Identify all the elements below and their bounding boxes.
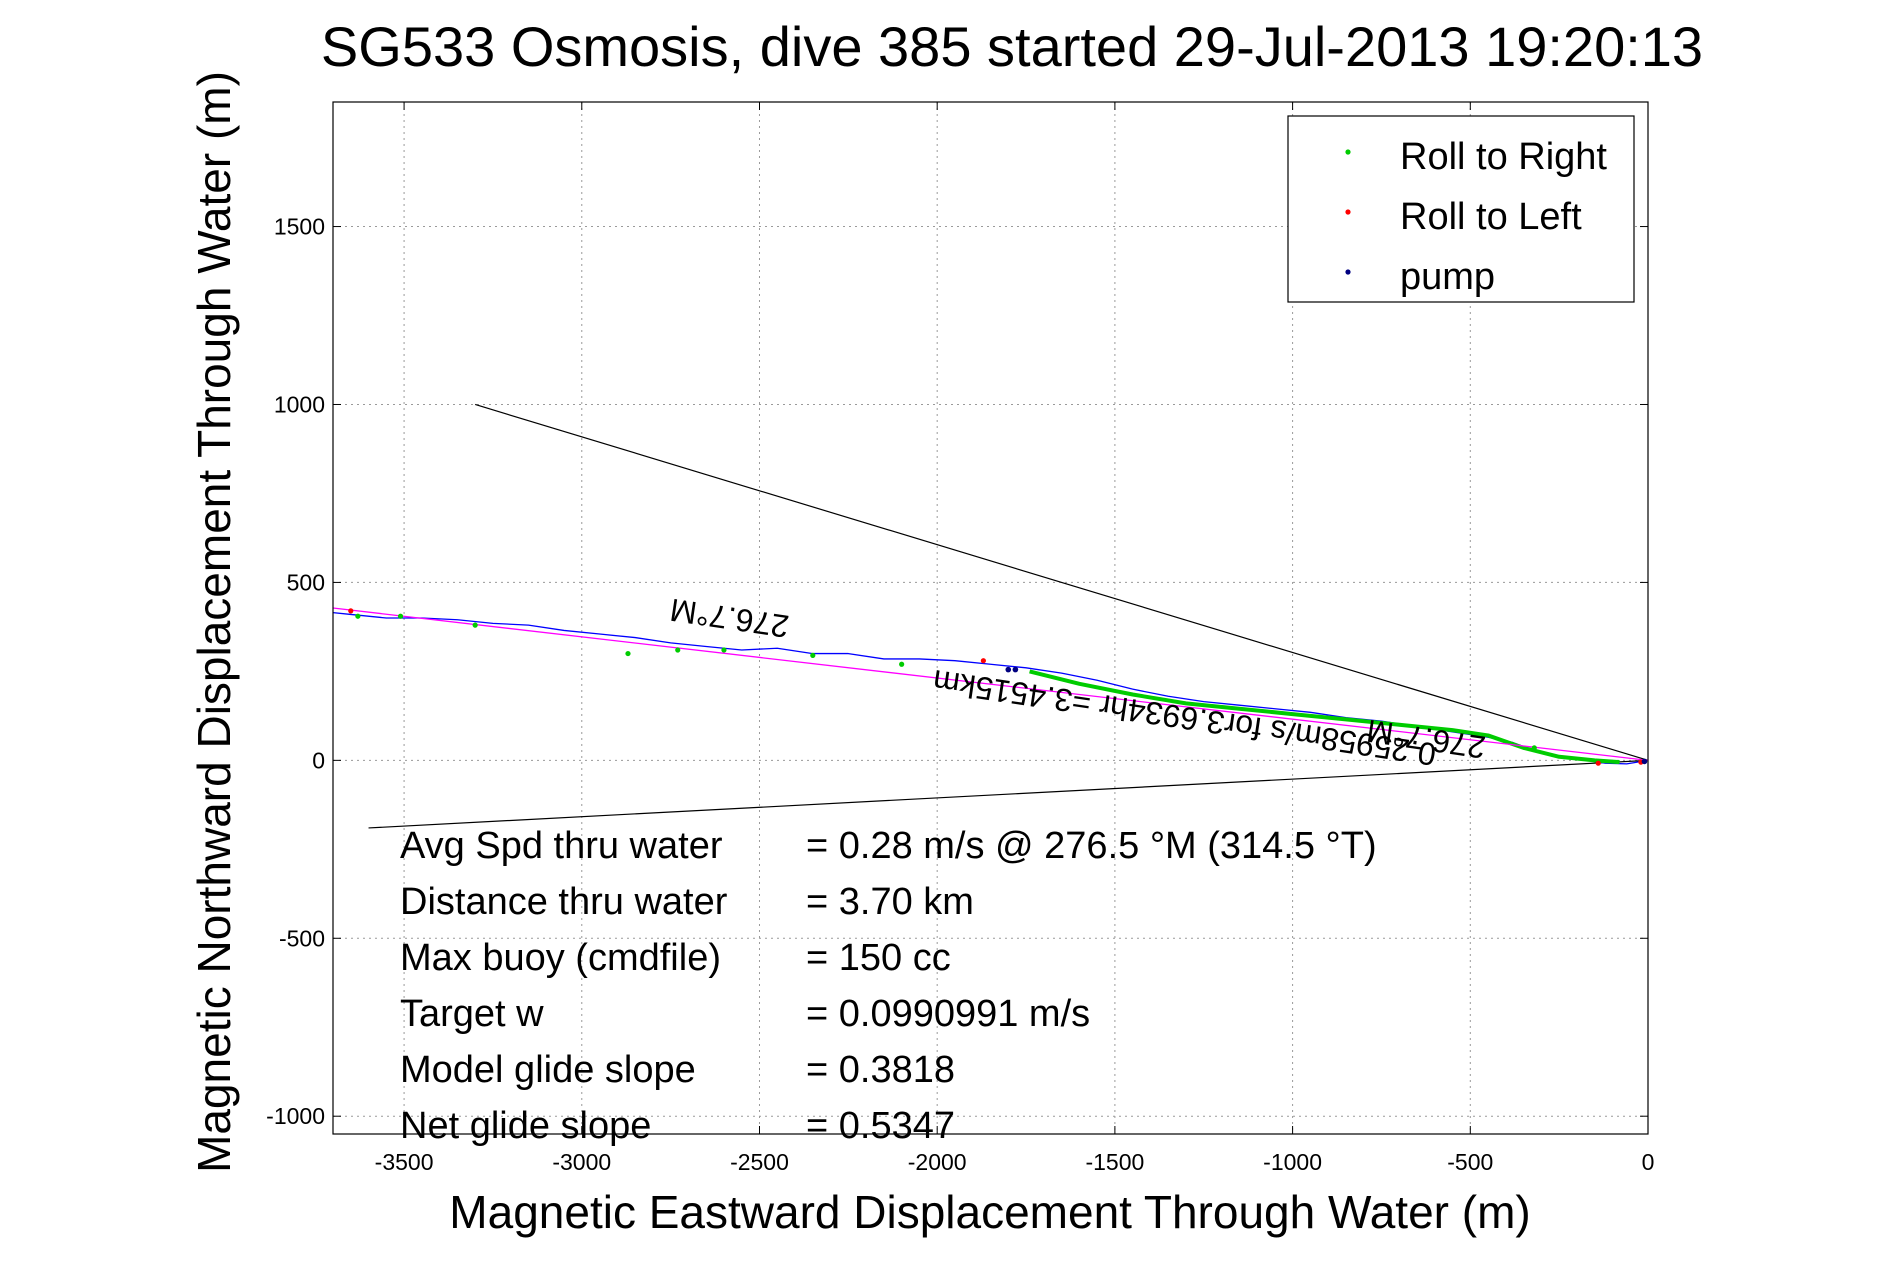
x-tick-label: -500: [1447, 1149, 1493, 1175]
data-layer: [332, 403, 1649, 829]
y-axis-label: Magnetic Northward Displacement Through …: [188, 71, 240, 1173]
stats-block: Avg Spd thru water = 0.28 m/s @ 276.5 °M …: [400, 825, 1377, 1147]
roll-right-point: [1531, 745, 1537, 751]
roll-right-point: [355, 613, 361, 619]
stat-label: Distance thru water: [400, 881, 728, 923]
x-tick-label: -3000: [552, 1149, 611, 1175]
plot-frame: [332, 101, 1649, 1135]
y-tick-label: 1500: [274, 214, 325, 240]
roll-left-point: [980, 658, 986, 664]
x-tick-label: -1000: [1263, 1149, 1322, 1175]
x-tick-label: -2000: [908, 1149, 967, 1175]
pump-point: [1641, 758, 1648, 765]
x-axis-label: Magnetic Eastward Displacement Through W…: [449, 1186, 1530, 1238]
roll-right-point: [675, 647, 681, 653]
roll-right-point: [721, 647, 727, 653]
stat-label: Net glide slope: [400, 1105, 651, 1147]
heading-line: [368, 759, 1649, 829]
legend-marker: [1345, 149, 1351, 155]
y-tick-label: 1000: [274, 391, 325, 417]
stat-value: = 150 cc: [806, 937, 951, 979]
legend-label: Roll to Left: [1400, 196, 1582, 238]
roll-left-point: [1595, 760, 1601, 766]
roll-right-track: [1029, 669, 1620, 765]
stat-value: = 3.70 km: [806, 881, 974, 923]
net-heading-line: [332, 607, 1649, 761]
legend-marker: [1345, 209, 1351, 215]
roll-right-point: [899, 661, 905, 667]
stat-value: = 0.3818: [806, 1049, 955, 1091]
stat-label: Model glide slope: [400, 1049, 696, 1091]
stat-label: Target w: [400, 993, 544, 1035]
x-tick-label: -3500: [375, 1149, 434, 1175]
roll-left-point: [348, 608, 354, 614]
y-tick-label: -1000: [266, 1103, 325, 1129]
stat-label: Max buoy (cmdfile): [400, 937, 721, 979]
stat-value: = 0.5347: [806, 1105, 955, 1147]
x-tick-label: -2500: [730, 1149, 789, 1175]
stat-value: = 0.28 m/s @ 276.5 °M (314.5 °T): [806, 825, 1377, 867]
legend-marker: [1345, 269, 1351, 275]
x-tick-label: 0: [1642, 1149, 1655, 1175]
roll-right-point: [625, 650, 631, 657]
roll-right-point: [472, 622, 478, 628]
heading-line: [474, 403, 1649, 761]
y-tick-label: 500: [287, 569, 325, 595]
roll-right-point: [810, 652, 816, 658]
y-tick-label: -500: [279, 925, 325, 951]
pump-point: [1012, 666, 1019, 673]
legend: Roll to Right Roll to Left pump: [1287, 115, 1635, 303]
axis-ticks: -3500 -3000 -2500 -2000 -1500 -1000 -500 0 -1000…: [266, 102, 1654, 1175]
roll-right-point: [397, 613, 404, 619]
pump-point: [1005, 666, 1012, 673]
legend-label: Roll to Right: [1400, 136, 1607, 178]
x-tick-label: -1500: [1085, 1149, 1144, 1175]
stat-label: Avg Spd thru water: [400, 825, 723, 867]
y-tick-label: 0: [312, 747, 325, 773]
stat-value: = 0.0990991 m/s: [806, 993, 1090, 1035]
chart-title: SG533 Osmosis, dive 385 started 29-Jul-2…: [321, 15, 1703, 78]
legend-label: pump: [1400, 256, 1495, 298]
